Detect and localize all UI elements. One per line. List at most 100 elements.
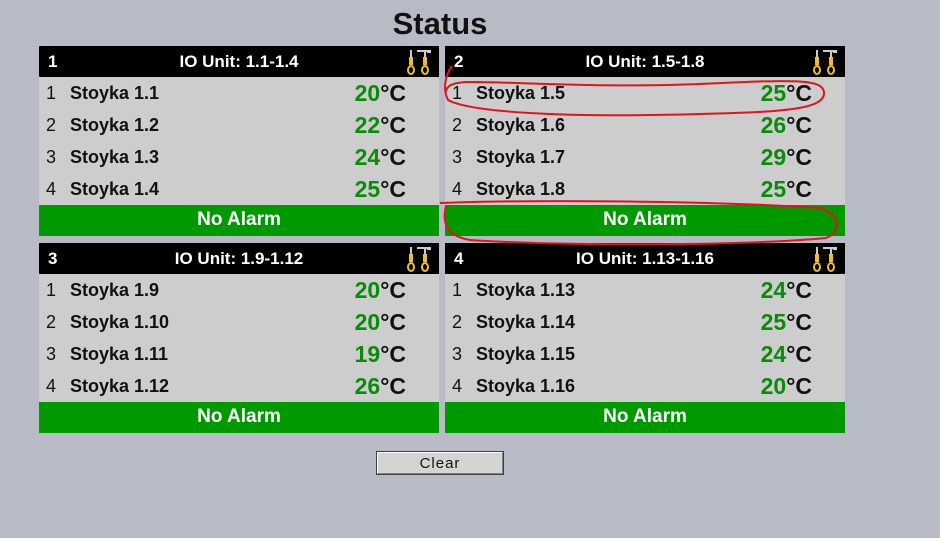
temperature-reading: 20°C	[761, 370, 812, 402]
clear-button[interactable]: Clear	[376, 451, 504, 475]
temperature-reading: 20°C	[355, 274, 406, 306]
temperature-value: 22	[354, 112, 381, 138]
row-number: 3	[452, 344, 463, 364]
panel-header: 1 IO Unit: 1.1-1.4	[39, 46, 439, 77]
sensor-name: Stoyka 1.9	[70, 280, 160, 300]
temperature-reading: 25°C	[761, 77, 812, 109]
tools-icon[interactable]	[407, 48, 433, 76]
sensor-row: 2 Stoyka 1.14 25°C	[445, 306, 845, 338]
io-unit-panel-2: 2 IO Unit: 1.5-1.8 1 Stoyka 1.5 25°C 2 S…	[445, 46, 845, 236]
panel-number: 1	[48, 52, 58, 71]
sensor-row: 2 Stoyka 1.6 26°C	[445, 109, 845, 141]
temperature-unit: °C	[380, 341, 406, 367]
panel-header: 2 IO Unit: 1.5-1.8	[445, 46, 845, 77]
row-number: 3	[46, 344, 57, 364]
tools-icon[interactable]	[813, 245, 839, 273]
temperature-value: 25	[760, 309, 787, 335]
temperature-reading: 19°C	[355, 338, 406, 370]
row-number: 1	[452, 83, 463, 103]
temperature-reading: 25°C	[761, 306, 812, 338]
row-number: 1	[46, 83, 57, 103]
temperature-reading: 20°C	[355, 306, 406, 338]
temperature-unit: °C	[380, 80, 406, 106]
temperature-value: 20	[354, 309, 381, 335]
panel-title: IO Unit: 1.9-1.12	[174, 249, 304, 268]
sensor-name: Stoyka 1.1	[70, 83, 160, 103]
row-number: 2	[452, 115, 463, 135]
alarm-status-bar: No Alarm	[39, 205, 439, 236]
row-number: 1	[46, 280, 57, 300]
row-number: 2	[46, 115, 57, 135]
temperature-value: 25	[760, 80, 787, 106]
temperature-value: 24	[760, 341, 787, 367]
panel-title: IO Unit: 1.5-1.8	[585, 52, 705, 71]
panel-number: 4	[454, 249, 464, 268]
temperature-reading: 24°C	[761, 338, 812, 370]
sensor-row: 1 Stoyka 1.9 20°C	[39, 274, 439, 306]
sensor-row: 3 Stoyka 1.11 19°C	[39, 338, 439, 370]
temperature-unit: °C	[786, 277, 812, 303]
sensor-name: Stoyka 1.8	[476, 179, 566, 199]
temperature-unit: °C	[786, 80, 812, 106]
temperature-reading: 22°C	[355, 109, 406, 141]
sensor-name: Stoyka 1.11	[70, 344, 169, 364]
sensor-name: Stoyka 1.2	[70, 115, 160, 135]
sensor-row: 3 Stoyka 1.7 29°C	[445, 141, 845, 173]
temperature-value: 24	[760, 277, 787, 303]
temperature-reading: 29°C	[761, 141, 812, 173]
sensor-name: Stoyka 1.13	[476, 280, 576, 300]
temperature-value: 24	[354, 144, 381, 170]
sensor-name: Stoyka 1.6	[476, 115, 566, 135]
panel-header: 3 IO Unit: 1.9-1.12	[39, 243, 439, 274]
temperature-unit: °C	[380, 309, 406, 335]
sensor-row: 4 Stoyka 1.12 26°C	[39, 370, 439, 402]
temperature-unit: °C	[380, 144, 406, 170]
row-number: 4	[46, 179, 57, 199]
temperature-value: 20	[760, 373, 787, 399]
alarm-status-bar: No Alarm	[445, 402, 845, 433]
row-number: 2	[452, 312, 463, 332]
temperature-value: 26	[760, 112, 787, 138]
sensor-name: Stoyka 1.5	[476, 83, 566, 103]
io-unit-panel-3: 3 IO Unit: 1.9-1.12 1 Stoyka 1.9 20°C 2 …	[39, 243, 439, 433]
temperature-reading: 24°C	[355, 141, 406, 173]
temperature-value: 29	[760, 144, 787, 170]
temperature-reading: 20°C	[355, 77, 406, 109]
tools-icon[interactable]	[407, 245, 433, 273]
sensor-name: Stoyka 1.7	[476, 147, 566, 167]
sensor-row: 1 Stoyka 1.13 24°C	[445, 274, 845, 306]
panel-number: 3	[48, 249, 58, 268]
temperature-unit: °C	[786, 176, 812, 202]
temperature-reading: 25°C	[355, 173, 406, 205]
sensor-row: 4 Stoyka 1.4 25°C	[39, 173, 439, 205]
sensor-row: 3 Stoyka 1.15 24°C	[445, 338, 845, 370]
sensor-row: 1 Stoyka 1.5 25°C	[445, 77, 845, 109]
sensor-row: 4 Stoyka 1.16 20°C	[445, 370, 845, 402]
alarm-status-bar: No Alarm	[445, 205, 845, 236]
row-number: 3	[452, 147, 463, 167]
panel-header: 4 IO Unit: 1.13-1.16	[445, 243, 845, 274]
temperature-unit: °C	[380, 277, 406, 303]
sensor-name: Stoyka 1.14	[476, 312, 576, 332]
tools-icon[interactable]	[813, 48, 839, 76]
temperature-value: 26	[354, 373, 381, 399]
temperature-reading: 26°C	[761, 109, 812, 141]
temperature-value: 25	[760, 176, 787, 202]
sensor-name: Stoyka 1.10	[70, 312, 170, 332]
temperature-reading: 26°C	[355, 370, 406, 402]
temperature-unit: °C	[786, 373, 812, 399]
row-number: 1	[452, 280, 463, 300]
row-number: 4	[452, 179, 463, 199]
page-title: Status	[392, 6, 488, 41]
row-number: 4	[46, 376, 57, 396]
sensor-name: Stoyka 1.15	[476, 344, 576, 364]
io-unit-panel-4: 4 IO Unit: 1.13-1.16 1 Stoyka 1.13 24°C …	[445, 243, 845, 433]
temperature-value: 20	[354, 277, 381, 303]
temperature-unit: °C	[380, 373, 406, 399]
temperature-unit: °C	[380, 176, 406, 202]
temperature-unit: °C	[786, 144, 812, 170]
sensor-row: 2 Stoyka 1.10 20°C	[39, 306, 439, 338]
sensor-name: Stoyka 1.3	[70, 147, 160, 167]
row-number: 4	[452, 376, 463, 396]
temperature-value: 20	[354, 80, 381, 106]
